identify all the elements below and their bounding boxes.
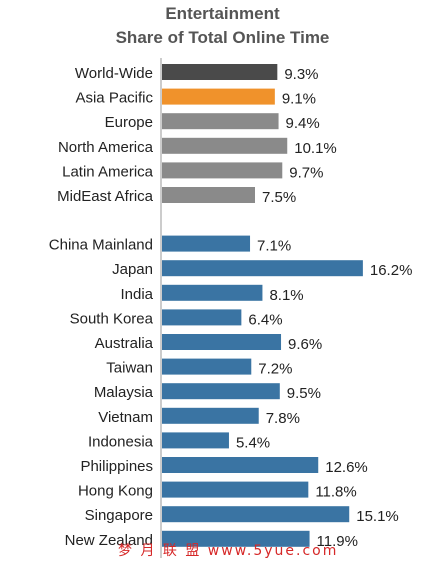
category-label: Vietnam — [98, 409, 153, 426]
category-label: South Korea — [70, 310, 154, 327]
value-label: 7.1% — [257, 238, 291, 255]
value-label: 12.6% — [325, 459, 368, 476]
bar-world-wide — [162, 64, 278, 80]
bar-singapore — [162, 506, 350, 523]
watermark: 梦 月 联 盟 www.5yue.com — [118, 543, 339, 559]
bar-china-mainland — [162, 235, 251, 252]
value-label: 9.1% — [282, 91, 316, 108]
category-label: New Zealand — [65, 532, 153, 549]
bar-vietnam — [162, 407, 259, 424]
bar-malaysia — [162, 383, 280, 400]
bar-asia-pacific — [162, 88, 275, 105]
value-label: 10.1% — [294, 140, 337, 157]
category-label: Hong Kong — [78, 483, 153, 500]
value-label: 11.9% — [317, 533, 358, 550]
value-label: 9.6% — [288, 336, 322, 353]
bar-hong-kong — [162, 481, 309, 498]
value-label: 15.1% — [356, 508, 399, 525]
bar-europe — [162, 113, 279, 130]
bar-south-korea — [162, 309, 242, 326]
category-label: Japan — [112, 261, 153, 278]
value-label: 16.2% — [370, 262, 413, 279]
category-label: Philippines — [80, 458, 153, 475]
value-label: 11.8% — [315, 484, 356, 501]
bar-mideast-africa — [162, 187, 255, 203]
bar-taiwan — [162, 358, 252, 375]
category-label: MidEast Africa — [57, 188, 154, 205]
category-label: Indonesia — [88, 433, 154, 450]
category-label: Malaysia — [94, 384, 154, 401]
value-label: 9.7% — [289, 164, 323, 181]
bar-latin-america — [162, 162, 283, 179]
bar-australia — [162, 334, 282, 350]
value-label: 6.4% — [248, 311, 282, 328]
category-label: Taiwan — [106, 360, 153, 377]
category-label: North America — [58, 139, 154, 156]
chart-title: Entertainment — [165, 4, 280, 23]
chart-subtitle: Share of Total Online Time — [115, 28, 330, 47]
bar-india — [162, 284, 263, 301]
bar-north-america — [162, 137, 288, 154]
bar-indonesia — [162, 432, 229, 449]
value-label: 8.1% — [269, 287, 303, 304]
category-label: Latin America — [62, 163, 154, 180]
category-label: Asia Pacific — [75, 90, 153, 107]
bar-philippines — [162, 457, 319, 473]
value-label: 7.2% — [258, 361, 292, 378]
bar-japan — [162, 260, 363, 277]
category-label: World-Wide — [75, 65, 153, 82]
value-label: 9.5% — [287, 385, 321, 402]
bar-new-zealand — [162, 530, 310, 547]
category-label: Australia — [95, 335, 154, 352]
category-label: China Mainland — [49, 237, 153, 254]
category-label: Singapore — [85, 507, 153, 524]
category-label: Europe — [105, 114, 153, 131]
value-label: 5.4% — [236, 434, 270, 451]
value-label: 7.5% — [262, 189, 296, 206]
value-label: 9.4% — [286, 115, 320, 132]
value-label: 7.8% — [266, 410, 300, 427]
category-label: India — [120, 286, 153, 303]
value-label: 9.3% — [284, 66, 318, 83]
